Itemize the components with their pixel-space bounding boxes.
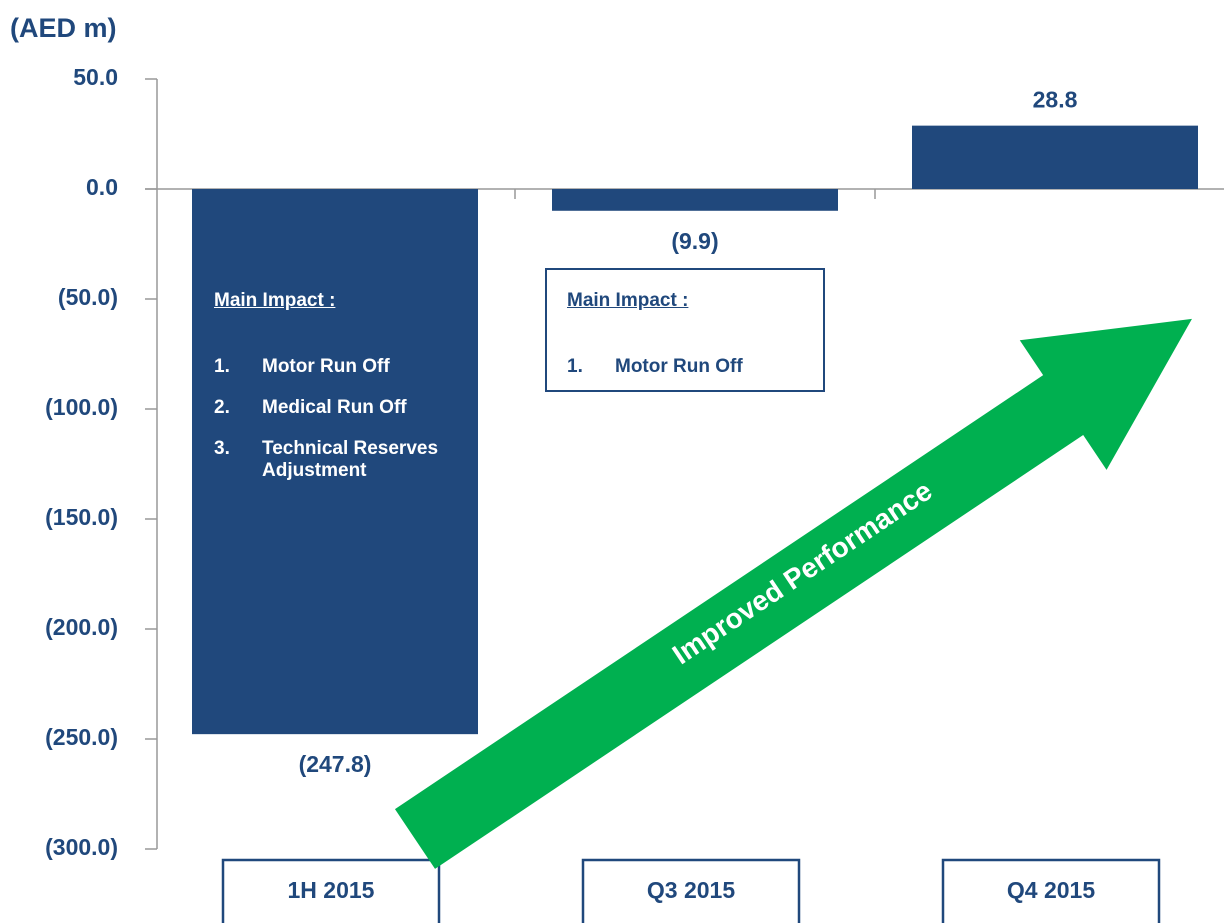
annotation-item: 3. Technical Reserves Adjustment bbox=[214, 438, 457, 482]
x-tick-label: Q3 2015 bbox=[647, 877, 735, 903]
y-tick-label: 50.0 bbox=[73, 64, 118, 90]
arrow-label: Improved Performance bbox=[667, 475, 938, 670]
annotation: Main Impact : 1. Motor Run Off bbox=[545, 268, 825, 392]
category-box bbox=[941, 858, 1161, 923]
item-number: 1. bbox=[567, 356, 583, 377]
x-tick-label: 1H 2015 bbox=[288, 877, 375, 903]
annotation: Main Impact : 1. Motor Run Off 2. Medical Ru… bbox=[214, 290, 457, 501]
bar bbox=[192, 189, 478, 735]
y-tick-label: (300.0) bbox=[45, 834, 118, 860]
x-tick-label: Q4 2015 bbox=[1007, 877, 1095, 903]
annotation-title: Main Impact : bbox=[567, 290, 689, 311]
bar bbox=[552, 189, 838, 211]
data-label: (247.8) bbox=[299, 751, 372, 777]
item-text: Motor Run Off bbox=[615, 356, 743, 377]
y-tick-label: (50.0) bbox=[58, 284, 118, 310]
annotation-title: Main Impact : bbox=[214, 290, 336, 311]
y-tick-label: (100.0) bbox=[45, 394, 118, 420]
y-tick-label: (150.0) bbox=[45, 504, 118, 530]
item-text: Motor Run Off bbox=[262, 356, 390, 377]
annotation-item: 1. Motor Run Off bbox=[214, 356, 457, 378]
y-tick-label: (200.0) bbox=[45, 614, 118, 640]
item-text: Technical Reserves Adjustment bbox=[262, 438, 439, 481]
item-number: 3. bbox=[214, 438, 230, 459]
annotation-item: 2. Medical Run Off bbox=[214, 397, 457, 419]
data-label: (9.9) bbox=[671, 228, 718, 254]
category-box bbox=[221, 858, 441, 923]
category-box bbox=[581, 858, 801, 923]
bar bbox=[912, 125, 1198, 189]
item-number: 1. bbox=[214, 356, 230, 377]
y-tick-label: (250.0) bbox=[45, 724, 118, 750]
annotation-item: 1. Motor Run Off bbox=[567, 356, 823, 378]
item-text: Medical Run Off bbox=[262, 397, 407, 418]
data-label: 28.8 bbox=[1033, 87, 1078, 113]
y-axis-unit: (AED m) bbox=[10, 13, 117, 43]
arrow-shape bbox=[394, 318, 1192, 869]
item-number: 2. bbox=[214, 397, 230, 418]
y-tick-label: 0.0 bbox=[86, 174, 118, 200]
